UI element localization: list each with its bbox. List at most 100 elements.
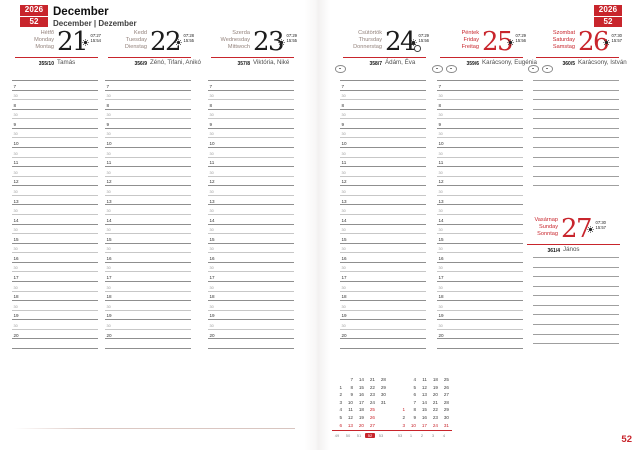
- sunrise-time: 07:29: [515, 33, 526, 38]
- grid-line: [208, 137, 294, 139]
- grid-line: [12, 166, 98, 167]
- grid-line: [208, 309, 294, 311]
- mini-calendar-rule: [332, 430, 452, 431]
- half-hour-label: 30: [438, 285, 443, 290]
- minical-day: 5: [339, 415, 342, 420]
- minical-day: 3: [402, 422, 405, 428]
- minical-day: 20: [432, 392, 438, 398]
- half-hour-label: 30: [13, 247, 18, 252]
- half-hour-label: 30: [106, 113, 111, 118]
- hour-label: 7: [341, 83, 345, 89]
- half-hour-label: 30: [13, 208, 18, 213]
- namedays: Viktória, Niké: [253, 59, 290, 66]
- hour-label: 14: [438, 217, 444, 223]
- half-hour-label: 30: [341, 189, 346, 194]
- minical-day: 21: [369, 377, 375, 382]
- minical-day: 28: [443, 399, 449, 405]
- grid-line: [533, 343, 619, 344]
- sunrise-sunset-icon: [175, 33, 182, 51]
- sun-times: 07:30 15:57: [587, 220, 606, 238]
- grid-line: [12, 319, 98, 321]
- grid-line: [340, 108, 426, 110]
- half-hour-label: 30: [438, 170, 443, 175]
- hour-label: 20: [341, 332, 347, 338]
- grid-line: [208, 194, 294, 196]
- minical-week-number: 49: [334, 432, 340, 438]
- sunrise-sunset-icon: [603, 33, 610, 51]
- grid-line: [340, 127, 426, 129]
- grid-line: [12, 347, 98, 349]
- holiday-icon: [432, 65, 443, 73]
- grid-line: [533, 156, 619, 158]
- grid-line: [437, 194, 523, 196]
- grid-line: [437, 242, 523, 244]
- grid-line: [12, 108, 98, 110]
- half-hour-label: 30: [438, 266, 443, 271]
- grid-line: [208, 328, 294, 330]
- grid-line: [208, 213, 294, 215]
- minical-day: 6: [339, 422, 342, 428]
- grid-line: [437, 156, 523, 158]
- half-hour-label: 30: [106, 266, 111, 271]
- day-names: Vasárnap Sunday Sonntag: [524, 217, 558, 237]
- grid-line: [105, 166, 191, 167]
- day-of-year: 357/8: [237, 60, 250, 67]
- grid-line: [437, 290, 523, 292]
- half-hour-label: 30: [209, 151, 214, 156]
- hour-label: 15: [209, 236, 215, 242]
- half-hour-label: 30: [341, 170, 346, 175]
- grid-line: [340, 328, 426, 330]
- half-hour-label: 30: [209, 132, 214, 137]
- hour-label: 19: [341, 313, 347, 319]
- day-header-rule: [211, 56, 294, 58]
- minical-day: 18: [358, 407, 364, 413]
- grid-line: [340, 338, 426, 340]
- grid-line: [340, 185, 426, 187]
- grid-line: [533, 137, 619, 139]
- day-header-rule: [440, 56, 523, 58]
- hour-label: 8: [438, 102, 442, 108]
- day-of-year: 359/6: [466, 60, 479, 67]
- holiday-icon: [335, 65, 346, 73]
- grid-line: [533, 99, 619, 100]
- grid-line: [437, 300, 523, 301]
- hour-label: 14: [106, 217, 112, 223]
- half-hour-label: 30: [106, 132, 111, 137]
- grid-line: [533, 285, 619, 287]
- day-of-year: 355/10: [38, 60, 54, 67]
- grid-line: [105, 185, 191, 187]
- hour-label: 17: [438, 275, 444, 281]
- grid-line: [105, 127, 191, 129]
- page-number: 52: [621, 434, 632, 445]
- grid-line: [105, 80, 191, 81]
- grid-line: [437, 166, 523, 167]
- half-hour-label: 30: [106, 208, 111, 213]
- grid-line: [105, 137, 191, 139]
- hour-label: 18: [13, 294, 19, 300]
- week-number-label: 52: [29, 16, 39, 26]
- day-header-wednesday: Szerda Wednesday Mittwoch 23 07:29 15:55 …: [208, 28, 297, 80]
- minical-week-number: 50: [345, 432, 351, 438]
- grid-line: [533, 295, 619, 297]
- half-hour-label: 30: [341, 113, 346, 118]
- day-header-rule: [15, 56, 98, 58]
- grid-line: [208, 280, 294, 282]
- minical-day: 29: [443, 407, 449, 413]
- grid-line: [437, 223, 523, 225]
- half-hour-label: 30: [341, 266, 346, 271]
- grid-line: [105, 156, 191, 158]
- grid-line: [208, 223, 294, 225]
- grid-line: [533, 118, 619, 120]
- hour-label: 12: [209, 179, 215, 185]
- year-week-badge-right: 2026 52: [594, 5, 622, 27]
- hour-label: 10: [438, 141, 444, 147]
- grid-line: [437, 99, 523, 100]
- grid-line: [437, 137, 523, 139]
- day-name-de: Montag: [35, 43, 54, 50]
- hour-label: 9: [13, 122, 17, 128]
- minical-day: 4: [339, 407, 342, 413]
- hour-label: 10: [209, 141, 215, 147]
- minical-day: 28: [380, 377, 386, 382]
- half-hour-label: 30: [13, 266, 18, 271]
- day-number: 25: [482, 27, 514, 57]
